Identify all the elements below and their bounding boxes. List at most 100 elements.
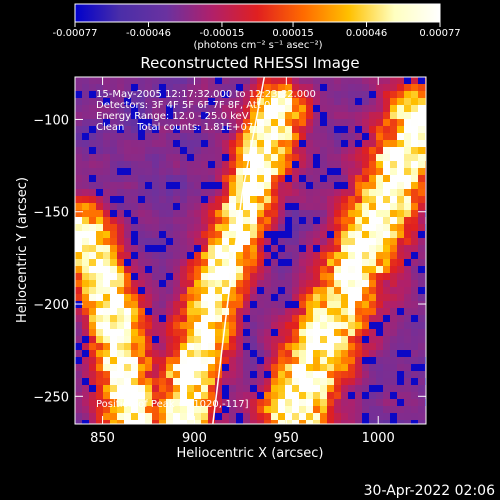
heatmap-cell xyxy=(278,420,286,424)
heatmap-cell xyxy=(355,154,363,162)
heatmap-cell xyxy=(334,329,342,337)
heatmap-cell xyxy=(173,133,181,141)
heatmap-cell xyxy=(327,399,335,407)
heatmap-cell xyxy=(75,413,83,421)
heatmap-cell xyxy=(110,315,118,323)
heatmap-cell xyxy=(397,308,405,316)
heatmap-cell xyxy=(348,175,356,183)
heatmap-cell xyxy=(264,420,272,424)
heatmap-cell xyxy=(243,413,251,421)
heatmap-cell xyxy=(348,266,356,274)
heatmap-cell xyxy=(187,147,195,155)
heatmap-cell xyxy=(397,392,405,400)
heatmap-cell xyxy=(376,392,384,400)
heatmap-cell xyxy=(124,266,132,274)
heatmap-cell xyxy=(138,154,146,162)
heatmap-cell xyxy=(278,154,286,162)
heatmap-cell xyxy=(229,210,237,218)
heatmap-cell xyxy=(117,238,125,246)
heatmap-cell xyxy=(341,196,349,204)
annotation-detectors: Detectors: 3F 4F 5F 6F 7F 8F, Att 0 xyxy=(96,100,270,111)
heatmap-cell xyxy=(138,280,146,288)
heatmap-cell xyxy=(166,119,174,127)
heatmap-cell xyxy=(299,84,307,92)
heatmap-cell xyxy=(222,413,230,421)
heatmap-cell xyxy=(82,91,90,99)
heatmap-cell xyxy=(418,357,426,365)
heatmap-cell xyxy=(334,189,342,197)
heatmap-cell xyxy=(131,217,139,225)
heatmap-cell xyxy=(110,308,118,316)
heatmap-cell xyxy=(166,91,174,99)
heatmap-cell xyxy=(180,182,188,190)
heatmap-cell xyxy=(96,126,104,134)
heatmap-cell xyxy=(299,252,307,260)
heatmap-cell xyxy=(355,105,363,113)
heatmap-cell xyxy=(236,119,244,127)
heatmap-cell xyxy=(145,105,153,113)
heatmap-cell xyxy=(362,238,370,246)
heatmap-cell xyxy=(173,280,181,288)
heatmap-cell xyxy=(229,385,237,393)
heatmap-cell xyxy=(96,245,104,253)
heatmap-cell xyxy=(82,378,90,386)
heatmap-cell xyxy=(110,231,118,239)
heatmap-cell xyxy=(327,406,335,414)
heatmap-cell xyxy=(348,196,356,204)
heatmap-cell xyxy=(369,161,377,169)
heatmap-cell xyxy=(341,308,349,316)
heatmap-cell xyxy=(145,259,153,267)
heatmap-cell xyxy=(292,392,300,400)
heatmap-cell xyxy=(411,406,419,414)
heatmap-cell xyxy=(327,280,335,288)
heatmap-cell xyxy=(313,336,321,344)
heatmap-cell xyxy=(341,119,349,127)
heatmap-cell xyxy=(257,259,265,267)
heatmap-cell xyxy=(145,266,153,274)
heatmap-cell xyxy=(390,364,398,372)
colorbar-unit-label: (photons cm⁻² s⁻¹ asec⁻²) xyxy=(193,40,322,51)
heatmap-cell xyxy=(173,238,181,246)
heatmap-cell xyxy=(306,105,314,113)
heatmap-cell xyxy=(369,406,377,414)
heatmap-cell xyxy=(278,322,286,330)
heatmap-cell xyxy=(362,364,370,372)
heatmap-cell xyxy=(110,210,118,218)
heatmap-cell xyxy=(194,196,202,204)
heatmap-cell xyxy=(292,378,300,386)
heatmap-cell xyxy=(376,287,384,295)
heatmap-cell xyxy=(110,238,118,246)
heatmap-cell xyxy=(110,105,118,113)
heatmap-cell xyxy=(313,252,321,260)
plot-frame xyxy=(74,76,427,425)
heatmap-cell xyxy=(173,161,181,169)
heatmap-cell xyxy=(397,294,405,302)
heatmap-cell xyxy=(82,182,90,190)
heatmap-cell xyxy=(159,392,167,400)
heatmap-cell xyxy=(201,385,209,393)
heatmap-cell xyxy=(173,252,181,260)
heatmap-cell xyxy=(257,343,265,351)
heatmap-cell xyxy=(257,119,265,127)
heatmap-cell xyxy=(131,336,139,344)
heatmap-cell xyxy=(159,189,167,197)
heatmap-cell xyxy=(124,322,132,330)
heatmap-cell xyxy=(131,392,139,400)
heatmap-cell xyxy=(348,91,356,99)
heatmap-cell xyxy=(348,133,356,141)
heatmap-cell xyxy=(89,91,97,99)
heatmap-cell xyxy=(271,399,279,407)
heatmap-cell xyxy=(201,224,209,232)
heatmap-cell xyxy=(306,252,314,260)
heatmap-cell xyxy=(222,154,230,162)
heatmap-cell xyxy=(166,203,174,211)
heatmap-cell xyxy=(145,385,153,393)
heatmap-cell xyxy=(397,357,405,365)
heatmap-cell xyxy=(390,322,398,330)
heatmap-cell xyxy=(236,112,244,120)
heatmap-cell xyxy=(292,210,300,218)
heatmap-cell xyxy=(341,252,349,260)
heatmap-cell xyxy=(264,406,272,414)
heatmap-cell xyxy=(194,266,202,274)
